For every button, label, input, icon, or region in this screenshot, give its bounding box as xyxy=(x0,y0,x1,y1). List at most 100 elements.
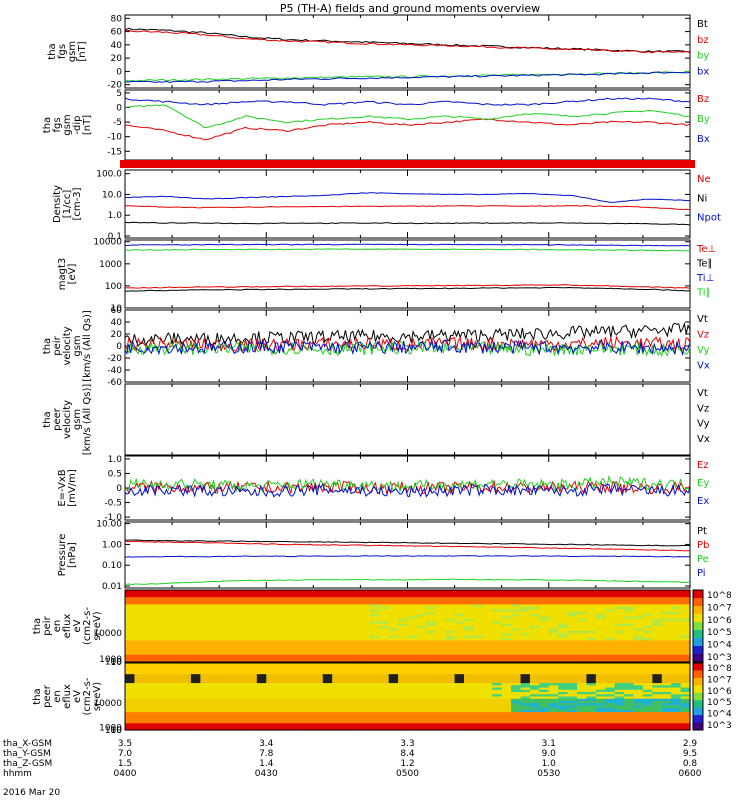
heatmap-cell xyxy=(586,678,597,682)
heatmap-cell xyxy=(595,671,606,675)
heatmap-cell xyxy=(464,604,475,608)
heatmap-cell xyxy=(624,669,635,673)
colorbar-swatch xyxy=(693,685,703,694)
heatmap-cell xyxy=(482,618,493,622)
heatmap-cell xyxy=(464,698,475,702)
heatmap-cell xyxy=(247,714,258,718)
y-axis-label: fgs xyxy=(52,117,63,132)
heatmap-cell xyxy=(680,623,691,627)
legend-entry: Te∥ xyxy=(696,259,713,270)
heatmap-cell xyxy=(181,623,192,627)
heatmap-cell xyxy=(351,685,362,689)
heatmap-cell xyxy=(642,606,653,610)
heatmap-cell xyxy=(633,606,644,610)
heatmap-cell xyxy=(577,623,588,627)
heatmap-cell xyxy=(200,647,211,651)
heatmap-cell xyxy=(539,685,550,689)
heatmap-cell xyxy=(341,663,352,666)
heatmap-cell xyxy=(388,623,399,627)
heatmap-cell xyxy=(529,654,540,658)
heatmap-cell xyxy=(303,692,314,695)
heatmap-cell xyxy=(680,685,691,689)
heatmap-cell xyxy=(426,592,437,596)
heatmap-cell xyxy=(351,712,362,715)
heatmap-cell xyxy=(125,633,136,637)
heatmap-cell xyxy=(256,590,267,593)
heatmap-cell xyxy=(445,712,456,715)
heatmap-cell xyxy=(360,592,371,596)
heatmap-cell xyxy=(181,718,192,722)
heatmap-cell xyxy=(539,687,550,691)
heatmap-cell xyxy=(285,663,296,666)
heatmap-cell xyxy=(332,599,343,603)
heatmap-cell xyxy=(661,630,672,634)
heatmap-cell xyxy=(642,633,653,637)
heatmap-cell xyxy=(247,696,258,700)
heatmap-cell xyxy=(200,727,211,731)
heatmap-cell xyxy=(190,609,201,613)
heatmap-cell xyxy=(624,667,635,671)
legend-entry: Ti⊥ xyxy=(696,273,714,284)
heatmap-cell xyxy=(652,614,663,617)
heatmap-cell xyxy=(322,689,333,693)
heatmap-cell xyxy=(614,628,625,632)
heatmap-cell xyxy=(209,628,220,632)
y-tick-label: -15 xyxy=(107,147,122,157)
heatmap-cell xyxy=(275,725,286,729)
heatmap-cell xyxy=(285,689,296,693)
heatmap-cell xyxy=(680,647,691,651)
heatmap-cell xyxy=(294,618,305,622)
heatmap-cell xyxy=(671,647,682,651)
heatmap-cell xyxy=(303,602,314,605)
heatmap-cell xyxy=(360,611,371,615)
heatmap-cell xyxy=(181,628,192,632)
heatmap-cell xyxy=(529,667,540,671)
heatmap-cell xyxy=(341,705,352,709)
heatmap-cell xyxy=(228,652,239,656)
heatmap-cell xyxy=(369,628,380,632)
heatmap-cell xyxy=(633,630,644,634)
heatmap-cell xyxy=(520,609,531,613)
heatmap-cell xyxy=(322,626,333,629)
heatmap-cell xyxy=(595,714,606,718)
heatmap-cell xyxy=(379,671,390,675)
heatmap-cell xyxy=(351,609,362,613)
heatmap-cell xyxy=(577,638,588,641)
heatmap-cell xyxy=(577,723,588,727)
heatmap-cell xyxy=(388,703,399,707)
heatmap-cell xyxy=(285,602,296,605)
heatmap-cell xyxy=(341,650,352,653)
colorbar-swatch xyxy=(693,722,703,731)
heatmap-cell xyxy=(416,606,427,610)
heatmap-cell xyxy=(209,611,220,615)
heatmap-cell xyxy=(595,638,606,641)
heatmap-cell xyxy=(238,707,249,711)
heatmap-cell xyxy=(266,712,277,715)
heatmap-cell xyxy=(605,703,616,707)
heatmap-cell xyxy=(464,714,475,718)
heatmap-cell xyxy=(228,692,239,695)
heatmap-cell xyxy=(426,714,437,718)
heatmap-cell xyxy=(454,606,465,610)
heatmap-cell xyxy=(369,633,380,637)
heatmap-cell xyxy=(605,721,616,724)
heatmap-cell xyxy=(595,606,606,610)
heatmap-cell xyxy=(303,640,314,644)
heatmap-cell xyxy=(614,611,625,615)
heatmap-cell xyxy=(351,642,362,646)
heatmap-cell xyxy=(369,597,380,601)
heatmap-cell xyxy=(482,663,493,666)
heatmap-cell xyxy=(511,604,522,608)
heatmap-cell xyxy=(360,594,371,598)
heatmap-cell xyxy=(294,652,305,656)
heatmap-cell xyxy=(454,692,465,695)
heatmap-cell xyxy=(219,618,230,622)
heatmap-cell xyxy=(567,712,578,715)
heatmap-cell xyxy=(567,599,578,603)
heatmap-cell xyxy=(539,640,550,644)
y-tick-label: 20 xyxy=(111,330,123,340)
y-tick-label: -20 xyxy=(107,81,122,91)
heatmap-cell xyxy=(143,654,154,658)
heatmap-cell xyxy=(322,667,333,671)
heatmap-cell xyxy=(605,609,616,613)
